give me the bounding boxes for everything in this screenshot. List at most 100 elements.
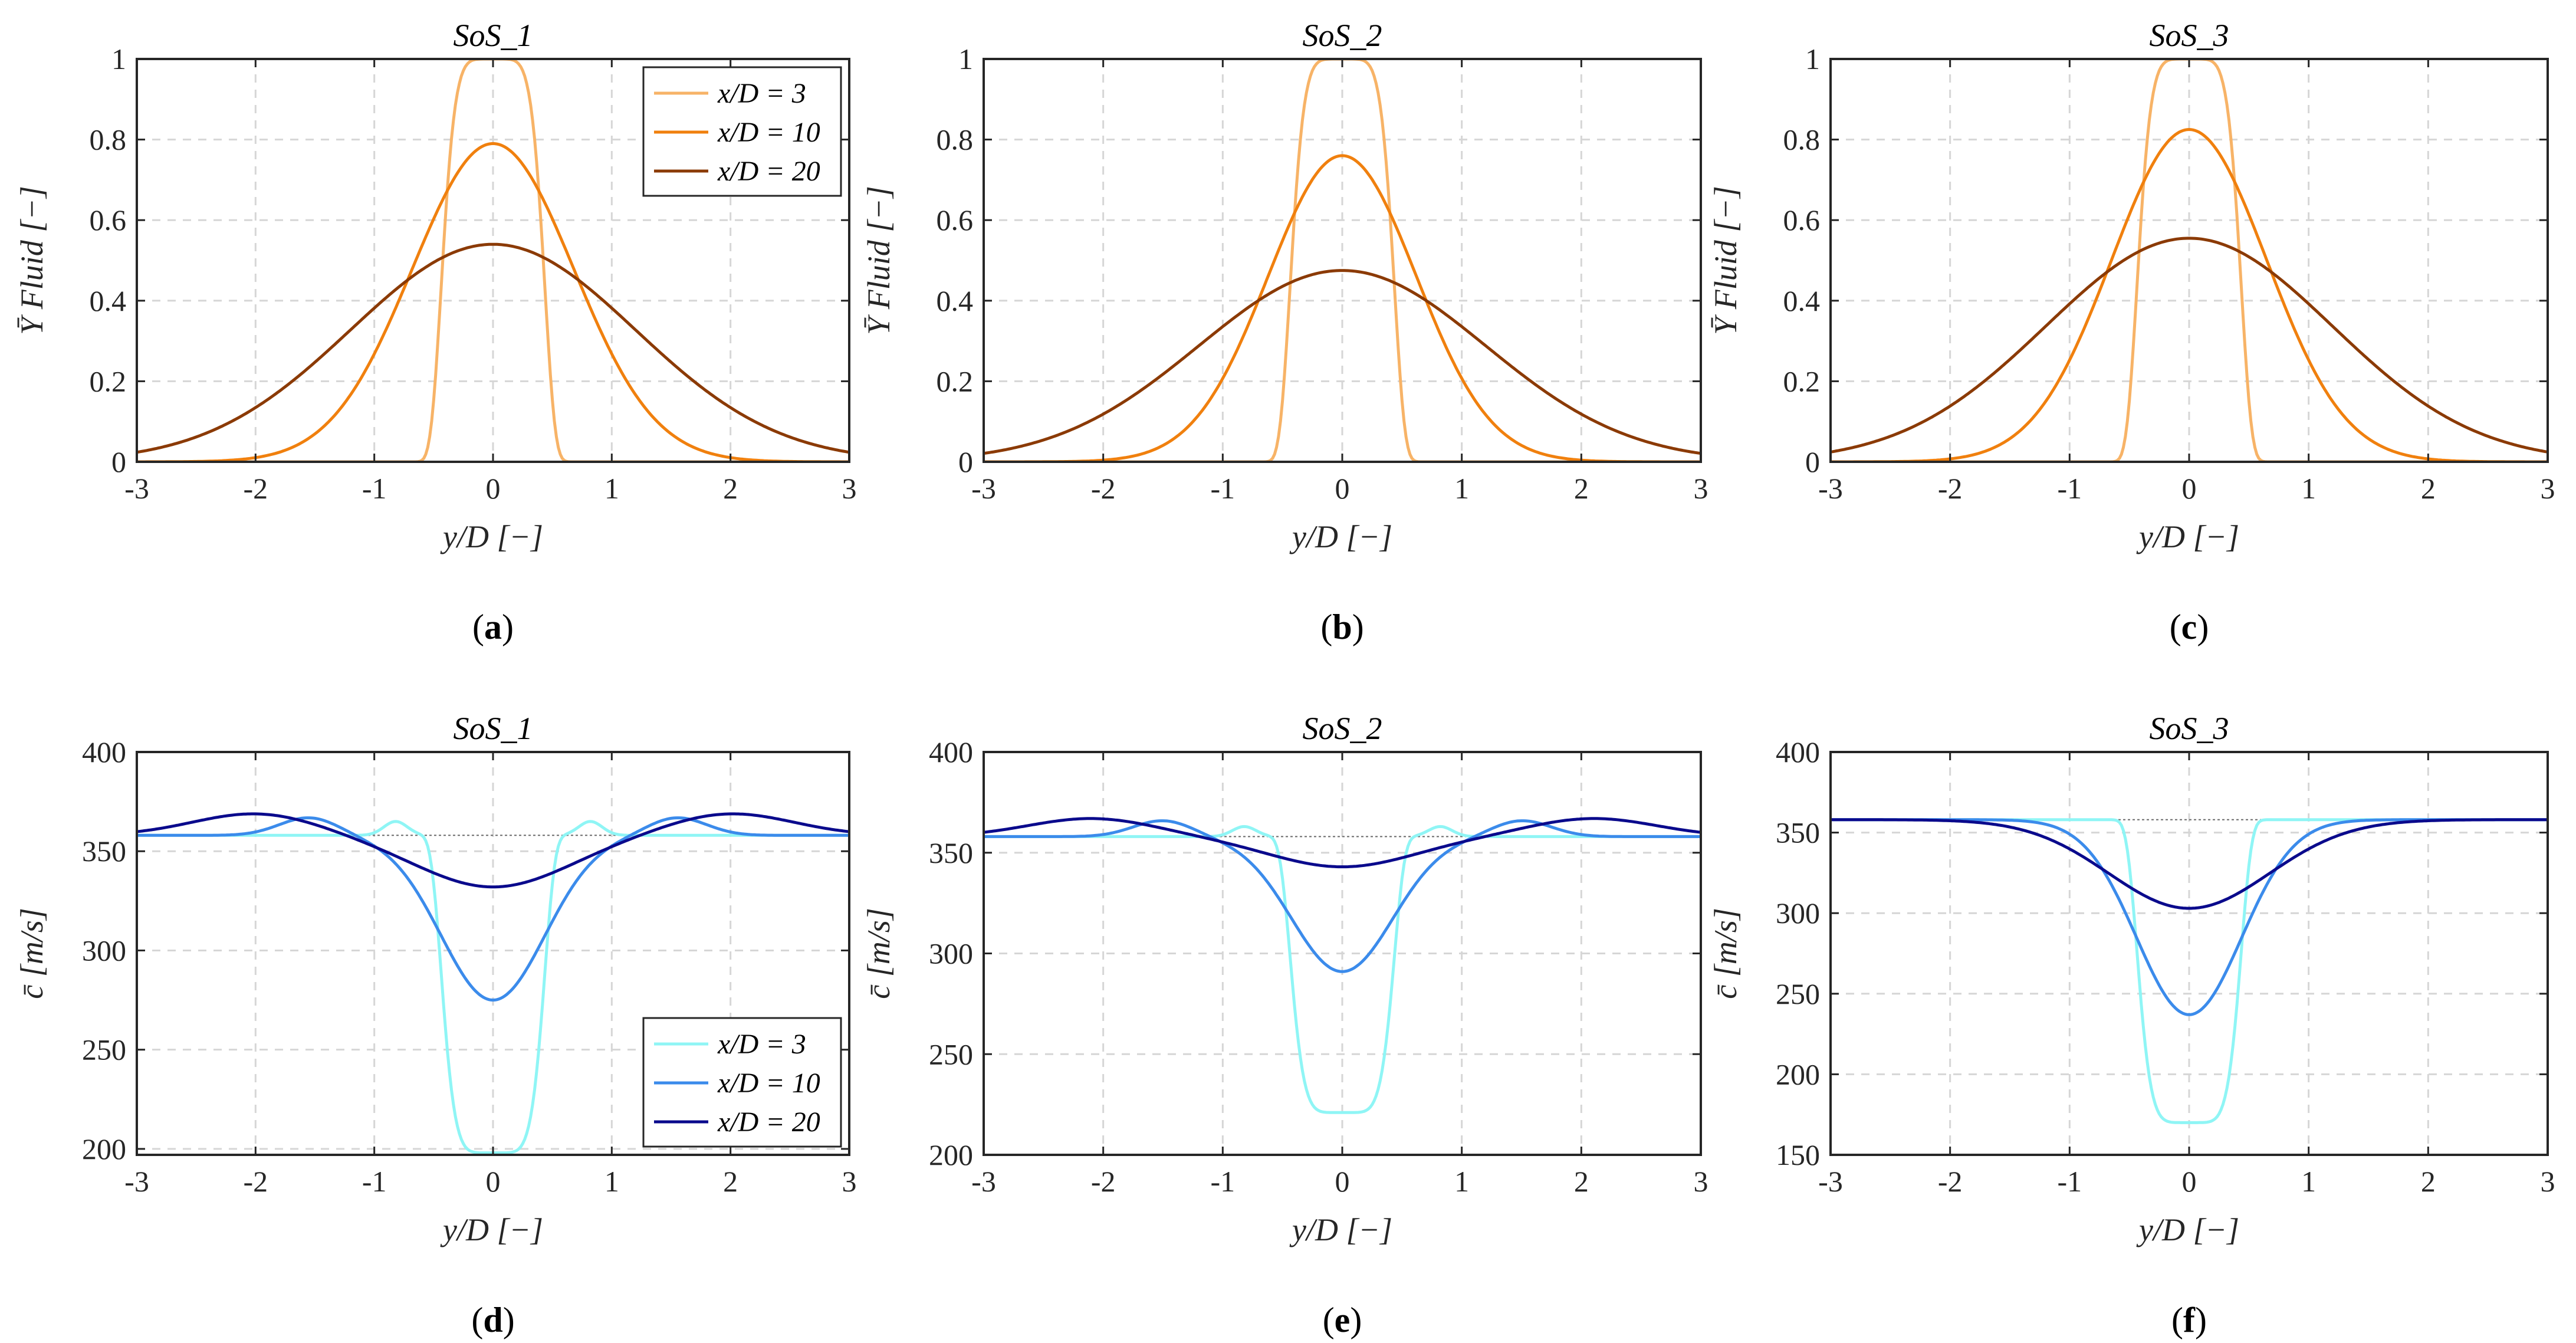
y-tick-label: 0 bbox=[111, 445, 126, 478]
y-tick-label: 0.6 bbox=[1783, 203, 1821, 237]
y-tick-label: 350 bbox=[82, 835, 126, 868]
series-line-3 bbox=[984, 269, 1701, 455]
x-tick-label: 3 bbox=[1694, 1165, 1708, 1198]
legend-entry: x/D = 20 bbox=[717, 156, 820, 187]
y-tick-label: 0.8 bbox=[90, 123, 127, 156]
y-tick-label: 400 bbox=[929, 735, 973, 769]
x-tick-label: 1 bbox=[1454, 472, 1469, 505]
x-tick-label: -3 bbox=[124, 1165, 149, 1198]
y-tick-label: 0.8 bbox=[1783, 123, 1821, 156]
chart-title: SoS_2 bbox=[1303, 711, 1382, 746]
x-tick-label: -1 bbox=[1211, 472, 1236, 505]
y-tick-label: 300 bbox=[929, 937, 973, 970]
series-line-2 bbox=[137, 816, 849, 1002]
chart-panel-d: -3 -2 -1 0 1 2 3 200 250 300 350 400 SoS_1 y/D [−] c̄ … bbox=[14, 711, 857, 1339]
x-tick-label: -2 bbox=[1938, 472, 1963, 505]
legend: x/D = 3 x/D = 10 x/D = 20 bbox=[642, 1017, 842, 1148]
y-tick-label: 0.6 bbox=[90, 203, 127, 237]
series-line-3 bbox=[137, 812, 849, 889]
x-tick-label: -1 bbox=[362, 472, 387, 505]
y-axis-label: Ȳ Fluid [−] bbox=[1708, 186, 1743, 335]
chart-title: SoS_3 bbox=[2150, 18, 2229, 53]
x-axis-label: y/D [−] bbox=[2136, 519, 2239, 554]
x-tick-label: 2 bbox=[1574, 472, 1589, 505]
series-line-2 bbox=[984, 819, 1701, 973]
series-line-3 bbox=[137, 242, 849, 454]
series-line-3 bbox=[1831, 818, 2548, 910]
y-tick-label: 0.4 bbox=[90, 284, 127, 317]
x-axis-label: y/D [−] bbox=[440, 1212, 543, 1247]
y-tick-label: 300 bbox=[1776, 897, 1820, 930]
x-tick-label: 0 bbox=[1335, 472, 1350, 505]
y-tick-label: 0 bbox=[1805, 445, 1820, 478]
y-tick-label: 0.6 bbox=[937, 203, 974, 237]
x-tick-label: -2 bbox=[244, 1165, 268, 1198]
y-tick-label: 1 bbox=[111, 42, 126, 75]
x-tick-label: -3 bbox=[1818, 1165, 1843, 1198]
x-axis-label: y/D [−] bbox=[1289, 519, 1392, 554]
x-tick-label: 3 bbox=[1694, 472, 1708, 505]
y-axis-label: c̄ [m/s] bbox=[14, 908, 50, 999]
y-tick-label: 250 bbox=[929, 1037, 973, 1071]
y-tick-label: 350 bbox=[1776, 816, 1820, 849]
x-tick-label: -3 bbox=[971, 472, 996, 505]
y-axis-label: Ȳ Fluid [−] bbox=[14, 186, 50, 335]
legend-entry: x/D = 3 bbox=[717, 78, 806, 109]
chart-panel-a: -3 -2 -1 0 1 2 3 0 0.2 0.4 0.6 0.8 1 SoS_1 y/D [−] Ȳ F… bbox=[14, 18, 857, 646]
x-tick-label: 0 bbox=[2182, 472, 2197, 505]
y-tick-label: 250 bbox=[82, 1033, 126, 1066]
x-tick-label: 3 bbox=[2541, 1165, 2555, 1198]
series-line-1 bbox=[984, 825, 1701, 1114]
chart-title: SoS_2 bbox=[1303, 18, 1382, 53]
y-tick-label: 0 bbox=[958, 445, 973, 478]
chart-title: SoS_1 bbox=[454, 18, 533, 53]
x-tick-label: 1 bbox=[1454, 1165, 1469, 1198]
y-tick-label: 200 bbox=[929, 1138, 973, 1171]
chart-title: SoS_3 bbox=[2150, 711, 2229, 746]
x-tick-label: -3 bbox=[1818, 472, 1843, 505]
x-tick-label: -1 bbox=[1211, 1165, 1236, 1198]
y-tick-label: 200 bbox=[82, 1132, 126, 1165]
x-tick-label: 0 bbox=[486, 1165, 501, 1198]
subfigure-label: (a) bbox=[472, 608, 514, 646]
x-tick-label: -2 bbox=[1938, 1165, 1963, 1198]
y-tick-label: 1 bbox=[958, 42, 973, 75]
series-line-3 bbox=[984, 817, 1701, 869]
x-tick-label: 3 bbox=[842, 1165, 857, 1198]
x-tick-label: 2 bbox=[2421, 1165, 2436, 1198]
chart-panel-e: -3 -2 -1 0 1 2 3 200 250 300 350 400 SoS_2 y/D [−] c̄ … bbox=[861, 711, 1708, 1339]
y-tick-label: 250 bbox=[1776, 977, 1820, 1010]
x-tick-label: -3 bbox=[124, 472, 149, 505]
legend-entry: x/D = 10 bbox=[717, 117, 820, 148]
y-axis-label: Ȳ Fluid [−] bbox=[861, 186, 896, 335]
x-tick-label: -1 bbox=[2058, 1165, 2082, 1198]
subfigure-label: (e) bbox=[1323, 1301, 1362, 1339]
x-tick-label: 2 bbox=[723, 472, 738, 505]
x-tick-label: 2 bbox=[1574, 1165, 1589, 1198]
y-tick-label: 0.4 bbox=[1783, 284, 1821, 317]
y-tick-label: 200 bbox=[1776, 1058, 1820, 1091]
subfigure-label: (f) bbox=[2171, 1301, 2207, 1339]
y-tick-label: 350 bbox=[929, 836, 973, 869]
x-tick-label: 0 bbox=[486, 472, 501, 505]
y-tick-label: 0.2 bbox=[90, 365, 127, 398]
x-tick-label: -3 bbox=[971, 1165, 996, 1198]
x-tick-label: 0 bbox=[1335, 1165, 1350, 1198]
x-axis-label: y/D [−] bbox=[440, 519, 543, 554]
x-tick-label: 1 bbox=[2301, 472, 2316, 505]
x-tick-label: 3 bbox=[842, 472, 857, 505]
x-tick-label: -1 bbox=[2058, 472, 2082, 505]
y-tick-label: 300 bbox=[82, 934, 126, 967]
legend-entry: x/D = 3 bbox=[717, 1029, 806, 1060]
x-axis-label: y/D [−] bbox=[1289, 1212, 1392, 1247]
x-tick-label: -2 bbox=[1091, 1165, 1116, 1198]
subfigure-label: (c) bbox=[2170, 608, 2209, 646]
y-axis-label: c̄ [m/s] bbox=[1708, 908, 1743, 999]
legend: x/D = 3 x/D = 10 x/D = 20 bbox=[642, 66, 842, 197]
x-tick-label: 2 bbox=[2421, 472, 2436, 505]
y-tick-label: 400 bbox=[1776, 735, 1820, 769]
subfigure-label: (d) bbox=[471, 1301, 514, 1339]
y-tick-label: 0.8 bbox=[937, 123, 974, 156]
x-tick-label: 1 bbox=[604, 472, 619, 505]
